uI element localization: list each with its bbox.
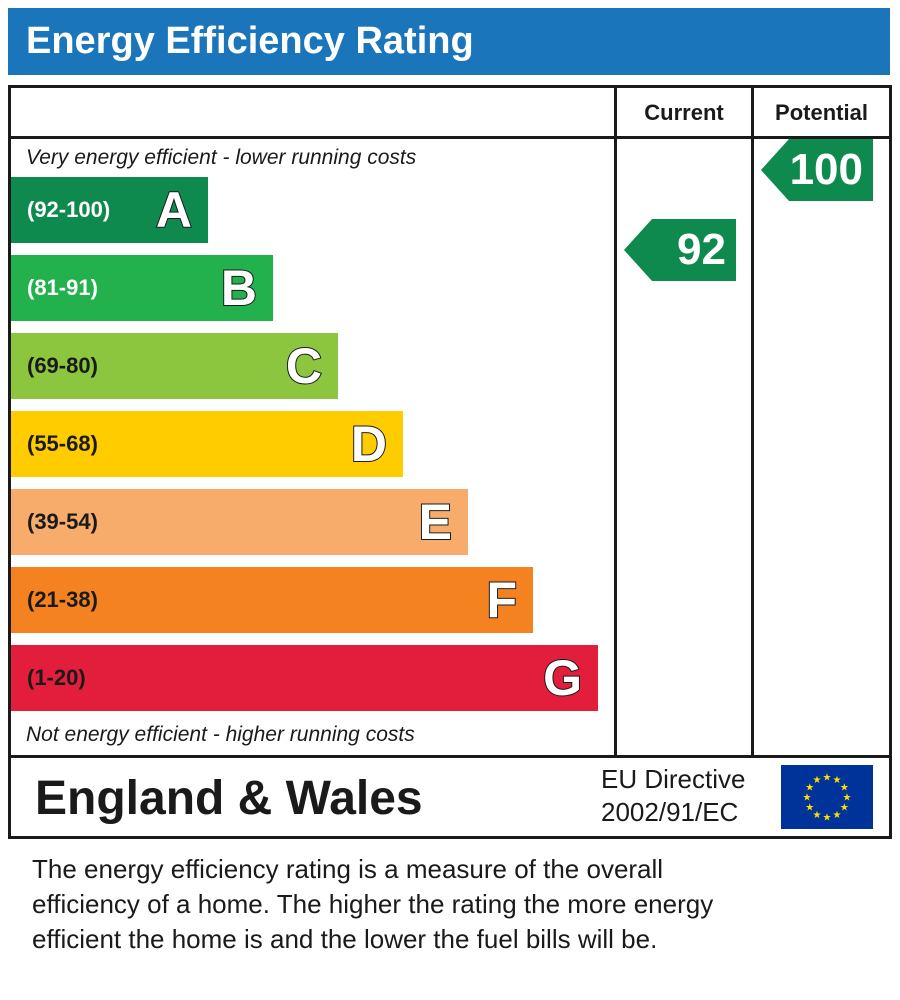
- bottom-caption: Not energy efficient - higher running co…: [26, 723, 415, 746]
- eu-star-icon: ★: [823, 773, 832, 784]
- rating-band-e: (39-54) E: [11, 489, 468, 555]
- header-divider: [11, 136, 889, 139]
- current-column-divider: [614, 88, 617, 755]
- description: The energy efficiency rating is a measur…: [32, 852, 872, 957]
- rating-band-g: (1-20) G: [11, 645, 598, 711]
- band-range-label: (1-20): [27, 665, 86, 690]
- eu-star-icon: ★: [843, 793, 852, 804]
- eu-flag-stars: ★ ★★★★★★★★★★★: [803, 773, 852, 824]
- band-letter: B: [220, 259, 258, 317]
- eu-star-icon: ★: [840, 803, 849, 814]
- description-line: efficiency of a home. The higher the rat…: [32, 889, 714, 919]
- eu-flag-icon: ★ ★ ★ ★ ★ ★ ★ ★ ★ ★ ★ ★: [781, 765, 873, 829]
- band-letter: E: [418, 493, 453, 551]
- eu-star-icon: ★: [803, 793, 812, 804]
- current-arrow-shape: [624, 219, 736, 281]
- top-caption: Very energy efficient - lower running co…: [26, 146, 417, 169]
- band-letter: G: [542, 649, 583, 707]
- eu-star-icon: ★: [833, 810, 842, 821]
- current-column-header: Current: [644, 100, 724, 125]
- band-range-label: (69-80): [27, 353, 98, 378]
- eu-star-icon: ★: [823, 813, 832, 824]
- eu-star-icon: ★: [813, 810, 822, 821]
- band-letter: A: [155, 181, 193, 239]
- rating-band-b: (81-91) B: [11, 255, 273, 321]
- band-letter: C: [285, 337, 323, 395]
- footer-divider: [11, 755, 889, 758]
- band-range-label: (39-54): [27, 509, 98, 534]
- band-letter: D: [350, 415, 388, 473]
- band-range-label: (55-68): [27, 431, 98, 456]
- potential-rating-value: 100: [789, 145, 863, 194]
- eu-directive-label: EU Directive: [601, 764, 746, 794]
- rating-band-c: (69-80) C: [11, 333, 338, 399]
- eu-star-icon: ★: [805, 803, 814, 814]
- rating-band-d: (55-68) D: [11, 411, 403, 477]
- chart-title: Energy Efficiency Rating: [26, 20, 474, 62]
- eu-star-icon: ★: [813, 775, 822, 786]
- title-bar: Energy Efficiency Rating: [8, 8, 890, 75]
- band-range-label: (21-38): [27, 587, 98, 612]
- rating-band-a: (92-100) A: [11, 177, 208, 243]
- band-range-label: (81-91): [27, 275, 98, 300]
- potential-column-header: Potential: [775, 100, 868, 125]
- region-label: England & Wales: [35, 772, 423, 825]
- rating-band-f: (21-38) F: [11, 567, 533, 633]
- eu-star-icon: ★: [833, 775, 842, 786]
- potential-rating-arrow: 100: [761, 139, 873, 201]
- rating-chart: Current Potential Very energy efficient …: [8, 85, 892, 839]
- potential-column-divider: [751, 88, 754, 755]
- description-line: efficient the home is and the lower the …: [32, 924, 658, 954]
- current-rating-value: 92: [677, 225, 726, 274]
- band-range-label: (92-100): [27, 197, 111, 222]
- band-letter: F: [485, 571, 518, 629]
- description-line: The energy efficiency rating is a measur…: [32, 854, 664, 884]
- eu-star-icon: ★: [805, 783, 814, 794]
- current-rating-arrow: 92: [624, 219, 736, 281]
- eu-directive-number: 2002/91/EC: [601, 797, 739, 827]
- eu-star-icon: ★: [840, 783, 849, 794]
- potential-arrow-shape: [761, 139, 873, 201]
